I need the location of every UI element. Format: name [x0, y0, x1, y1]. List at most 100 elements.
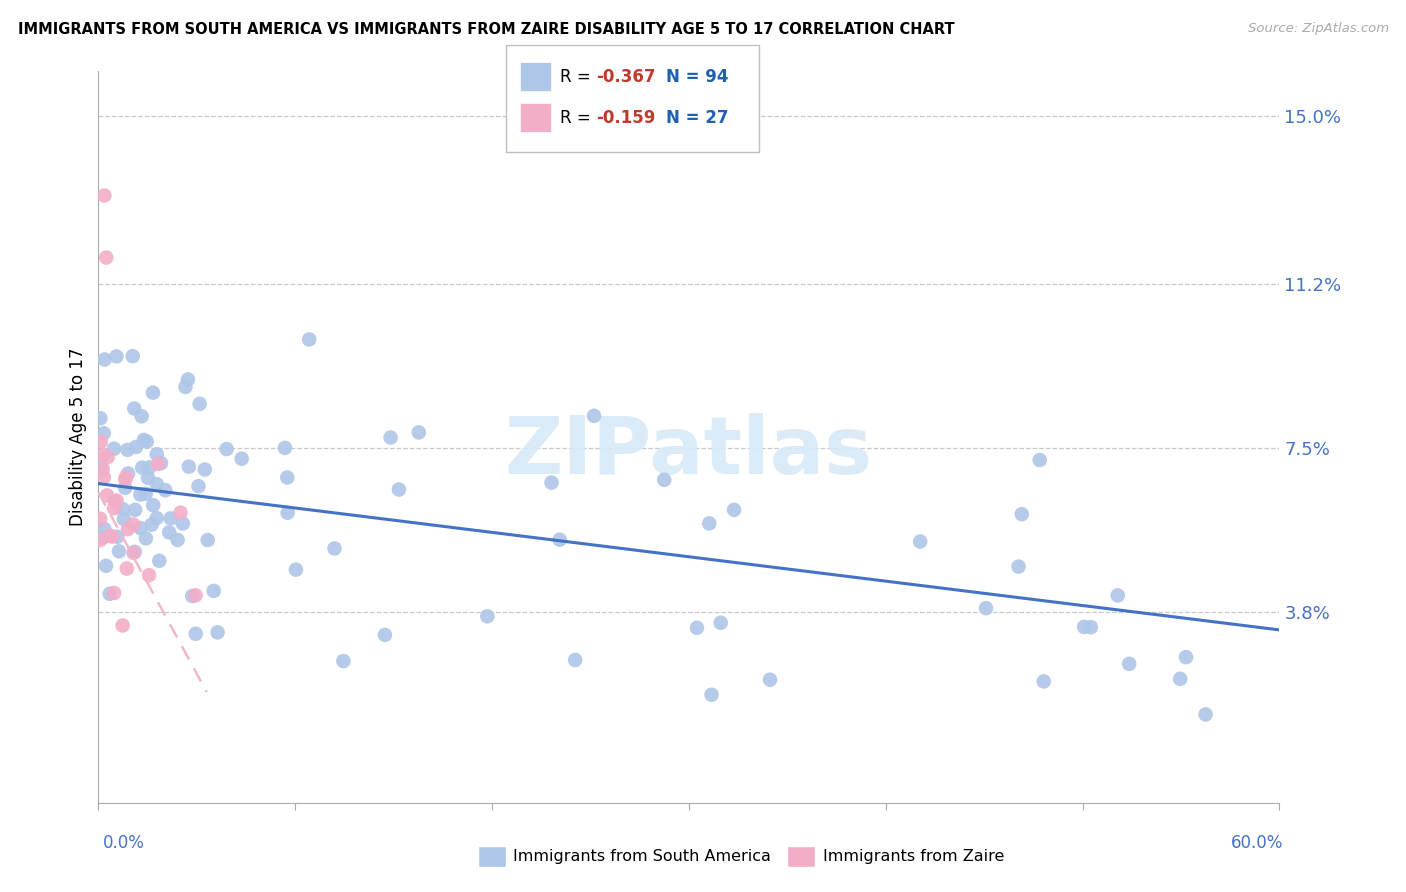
Point [98, 529, 121, 543]
Point [157, 525, 180, 540]
Point [1118, 657, 1140, 671]
Point [1028, 453, 1050, 467]
Point [101, 529, 124, 543]
Point [187, 479, 209, 493]
Point [710, 615, 733, 630]
Point [94, 558, 117, 573]
Point [93, 470, 115, 484]
Point [122, 546, 145, 560]
Point [131, 409, 153, 424]
Point [1168, 672, 1191, 686]
Text: IMMIGRANTS FROM SOUTH AMERICA VS IMMIGRANTS FROM ZAIRE DISABILITY AGE 5 TO 17 CO: IMMIGRANTS FROM SOUTH AMERICA VS IMMIGRA… [18, 22, 955, 37]
Point [111, 618, 134, 632]
Point [174, 380, 197, 394]
Text: 0.0%: 0.0% [103, 834, 145, 852]
Point [141, 517, 163, 532]
Point [408, 425, 430, 440]
Point [98, 587, 121, 601]
Point [89, 411, 111, 425]
Text: -0.159: -0.159 [596, 109, 655, 127]
Point [138, 460, 160, 475]
Text: Immigrants from Zaire: Immigrants from Zaire [823, 849, 1004, 863]
Point [207, 625, 229, 640]
Point [117, 522, 139, 536]
Point [1073, 620, 1095, 634]
Point [477, 609, 499, 624]
Point [274, 441, 297, 455]
Point [1080, 620, 1102, 634]
Point [129, 521, 152, 535]
Point [117, 467, 139, 481]
Point [142, 498, 165, 512]
Point [332, 654, 354, 668]
Point [135, 486, 157, 500]
Point [1107, 588, 1129, 602]
Point [105, 530, 128, 544]
Point [89, 512, 111, 526]
Point [1175, 650, 1198, 665]
Point [93, 522, 115, 536]
Point [91, 531, 114, 545]
Point [169, 506, 191, 520]
Point [276, 470, 298, 484]
Point [103, 442, 125, 456]
Point [1011, 507, 1033, 521]
Text: 60.0%: 60.0% [1232, 834, 1284, 852]
Point [323, 541, 346, 556]
Point [142, 385, 165, 400]
Point [277, 506, 299, 520]
Point [105, 350, 128, 364]
Point [103, 501, 125, 516]
Point [104, 494, 127, 508]
Point [548, 533, 571, 547]
Point [184, 588, 207, 602]
Point [148, 554, 170, 568]
Point [374, 628, 396, 642]
Point [114, 472, 136, 486]
Point [908, 534, 931, 549]
Point [145, 511, 167, 525]
Point [155, 483, 177, 498]
Point [146, 477, 169, 491]
Point [177, 372, 200, 386]
Point [177, 459, 200, 474]
Point [146, 447, 169, 461]
Point [172, 516, 194, 531]
Point [159, 511, 181, 525]
Point [564, 653, 586, 667]
Point [105, 493, 128, 508]
Point [108, 544, 131, 558]
Point [91, 448, 114, 462]
Point [125, 440, 148, 454]
Point [122, 517, 145, 532]
Point [298, 333, 321, 347]
Point [540, 475, 562, 490]
Text: N = 27: N = 27 [666, 109, 728, 127]
Point [388, 483, 411, 497]
Point [93, 352, 115, 367]
Text: R =: R = [560, 68, 596, 86]
Point [150, 456, 173, 470]
Point [759, 673, 782, 687]
Text: R =: R = [560, 109, 596, 127]
Point [138, 568, 160, 582]
Point [93, 426, 115, 441]
Point [194, 462, 217, 476]
Point [197, 533, 219, 547]
Point [135, 434, 157, 449]
Point [697, 516, 720, 531]
Point [231, 451, 253, 466]
Point [89, 461, 111, 475]
Point [131, 460, 153, 475]
Point [136, 471, 159, 485]
Point [135, 532, 157, 546]
Point [124, 503, 146, 517]
Point [124, 401, 146, 416]
Point [89, 533, 111, 547]
Point [121, 349, 143, 363]
Point [115, 470, 138, 484]
Point [146, 457, 169, 471]
Point [96, 251, 118, 265]
Point [380, 431, 402, 445]
Point [723, 503, 745, 517]
